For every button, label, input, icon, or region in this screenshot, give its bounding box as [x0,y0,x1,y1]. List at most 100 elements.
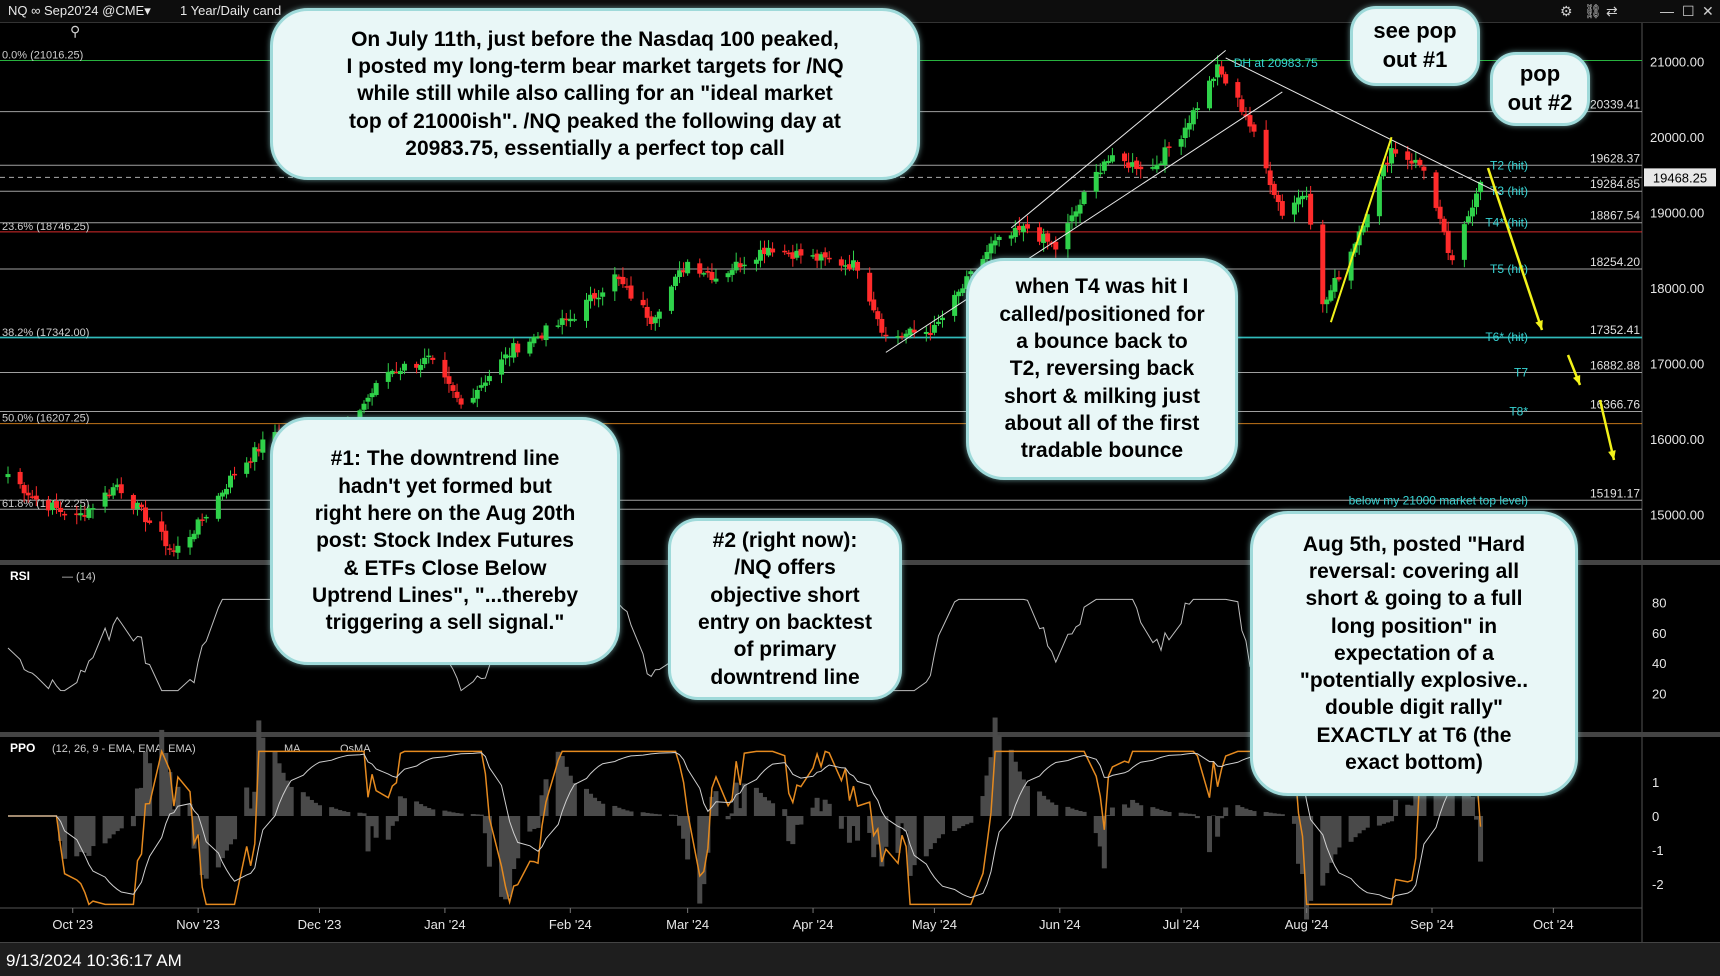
candle-body [1328,290,1333,300]
candle-body [596,298,601,300]
osma-bar [1053,805,1058,816]
candle-body [871,299,876,310]
candle-body [487,376,492,381]
y-tick-label: 15000.00 [1650,508,1704,523]
osma-bar [1393,800,1398,816]
candle-body [1207,81,1212,109]
osma-bar [968,816,973,823]
candle-body [798,249,803,255]
candle-body [1272,184,1277,195]
osma-bar [1280,814,1285,816]
candle-body [932,325,937,333]
minimize-icon[interactable]: — [1660,3,1674,19]
ppo-params: (12, 26, 9 - EMA, EMA, EMA) [52,743,196,755]
candle-body [1195,108,1200,110]
x-tick-label: Jul '24 [1163,917,1200,932]
candle-body [928,333,933,335]
osma-bar [855,816,860,841]
osma-bar [479,815,484,816]
x-tick-label: May '24 [912,917,957,932]
rsi-tick-label: 80 [1652,595,1666,610]
osma-bar [1223,807,1228,816]
candle-body [883,335,888,337]
ppo-tick-label: 1 [1652,775,1659,790]
candle-body [167,548,172,550]
candle-body [62,514,67,516]
candle-body [1292,203,1297,215]
osma-bar [1025,786,1030,816]
candle-body [58,508,63,512]
candle-body [730,270,735,275]
fib-level-label: 0.0% (21016.25) [2,50,83,62]
timeframe-label[interactable]: 1 Year/Daily cand [180,3,281,18]
candle-body [86,508,91,518]
candle-body [697,263,702,273]
x-tick-label: Oct '23 [52,917,93,932]
candle-body [1252,124,1257,131]
candle-body [426,356,431,358]
osma-bar [260,738,265,816]
target-label: T7 [1514,366,1528,380]
osma-bar [1082,812,1087,816]
candle-body [1434,172,1439,208]
candle-body [192,534,197,539]
candle-body [204,517,209,519]
candle-body [216,496,221,519]
candle-body [1122,153,1127,161]
osma-bar [629,811,634,816]
osma-bar [1207,816,1212,852]
fib-level-label: 50.0% (16207.25) [2,413,89,425]
osma-bar [1365,816,1370,828]
osma-bar [1191,814,1196,816]
candle-body [475,390,480,399]
candle-body [398,371,403,374]
candle-body [442,360,447,378]
candle-body [952,295,957,316]
x-tick-label: Aug '24 [1285,917,1329,932]
candle-body [228,476,233,488]
candle-body [527,342,532,354]
osma-bar [394,816,399,821]
osma-bar [459,814,464,816]
candle-body [584,300,589,321]
candle-body [713,279,718,282]
level-price-label: 20339.41 [1590,98,1640,112]
zoom-in-icon[interactable]: ⚲ [70,23,80,40]
maximize-icon[interactable]: ☐ [1682,3,1695,20]
link-icon[interactable]: ⛓ [1584,3,1602,20]
osma-bar [1470,797,1475,816]
candle-body [556,325,561,327]
candle-body [26,493,31,496]
ppo-osma-label: OsMA [340,743,371,755]
candle-body [515,344,520,353]
symbol-label[interactable]: NQ ∞ Sep20'24 @CME▾ [8,3,151,19]
close-icon[interactable]: ✕ [1702,3,1714,20]
candle-body [839,259,844,265]
osma-bar [402,798,407,816]
candle-body [770,249,775,253]
target-price-label: 19628.37 [1590,151,1640,165]
osma-bar [62,816,67,859]
swap-icon[interactable]: ⇄ [1606,3,1618,20]
osma-bar [1167,812,1172,816]
candle-body [451,385,456,391]
callout-downtrend: #1: The downtrend line hadn't yet formed… [270,417,620,665]
osma-bar [726,816,731,819]
candle-body [1417,160,1422,165]
osma-bar [1308,816,1313,901]
osma-bar [204,816,209,879]
candle-body [1154,165,1159,169]
candle-body [1320,224,1325,304]
candle-body [18,472,23,484]
x-tick-label: Mar '24 [666,917,709,932]
settings-icon[interactable]: ⚙ [1560,3,1573,20]
osma-bar [317,805,322,816]
osma-bar [131,816,136,826]
x-tick-label: Jun '24 [1039,917,1081,932]
ppo-label: PPO [10,741,35,755]
osma-bar [1138,805,1143,816]
callout-popout-2: pop out #2 [1490,52,1590,126]
candle-body [600,292,605,296]
osma-bar [90,816,95,846]
callout-right-now: #2 (right now): /NQ offers objective sho… [668,518,902,700]
